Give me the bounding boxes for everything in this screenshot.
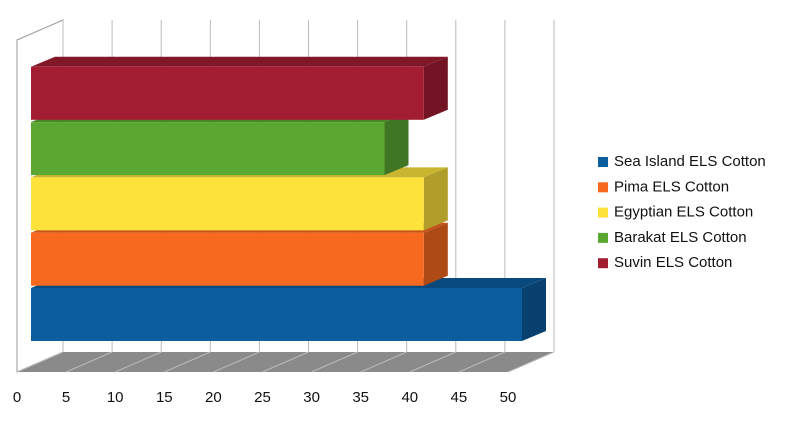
legend-swatch: [598, 157, 608, 167]
legend-label: Sea Island ELS Cotton: [614, 153, 766, 170]
legend-swatch: [598, 207, 608, 218]
x-tick-label: 20: [205, 389, 222, 406]
x-tick-label: 40: [401, 389, 418, 406]
bar-side: [423, 222, 448, 286]
floor-grid-line: [507, 351, 555, 373]
legend-label: Suvin ELS Cotton: [614, 254, 732, 271]
bar: [31, 232, 424, 286]
legend-swatch: [598, 232, 608, 243]
floor-grid-line: [262, 351, 309, 373]
bar: [31, 288, 522, 341]
x-tick-label: 10: [107, 389, 124, 406]
floor-grid-line: [65, 351, 113, 373]
bar-side: [384, 112, 409, 176]
floor-grid-line: [213, 351, 260, 373]
x-tick-label: 25: [254, 389, 271, 406]
bar-side: [423, 56, 448, 120]
bar: [31, 122, 385, 176]
floor-grid-line: [311, 351, 358, 373]
x-tick-label: 5: [62, 389, 70, 406]
x-tick-label: 50: [500, 389, 517, 406]
legend-swatch: [598, 182, 608, 193]
floor-grid-line: [115, 351, 162, 373]
bar-top: [31, 56, 448, 67]
legend-label: Egyptian ELS Cotton: [614, 204, 753, 221]
floor-grid-line: [164, 351, 211, 373]
bar-side: [423, 167, 448, 231]
x-tick-label: 45: [451, 389, 468, 406]
bar: [31, 66, 424, 120]
x-tick-label: 0: [13, 389, 21, 406]
x-tick-label: 30: [303, 389, 320, 406]
legend-label: Barakat ELS Cotton: [614, 229, 747, 246]
x-tick-label: 15: [156, 389, 173, 406]
legend-label: Pima ELS Cotton: [614, 178, 729, 195]
x-tick-label: 35: [352, 389, 369, 406]
floor-grid-line: [360, 351, 407, 373]
floor-grid-line: [458, 351, 506, 373]
legend-swatch: [598, 258, 608, 269]
floor-grid-line: [16, 351, 64, 373]
bar: [31, 177, 424, 231]
bar-side: [522, 278, 546, 341]
floor-grid-line: [409, 351, 456, 373]
